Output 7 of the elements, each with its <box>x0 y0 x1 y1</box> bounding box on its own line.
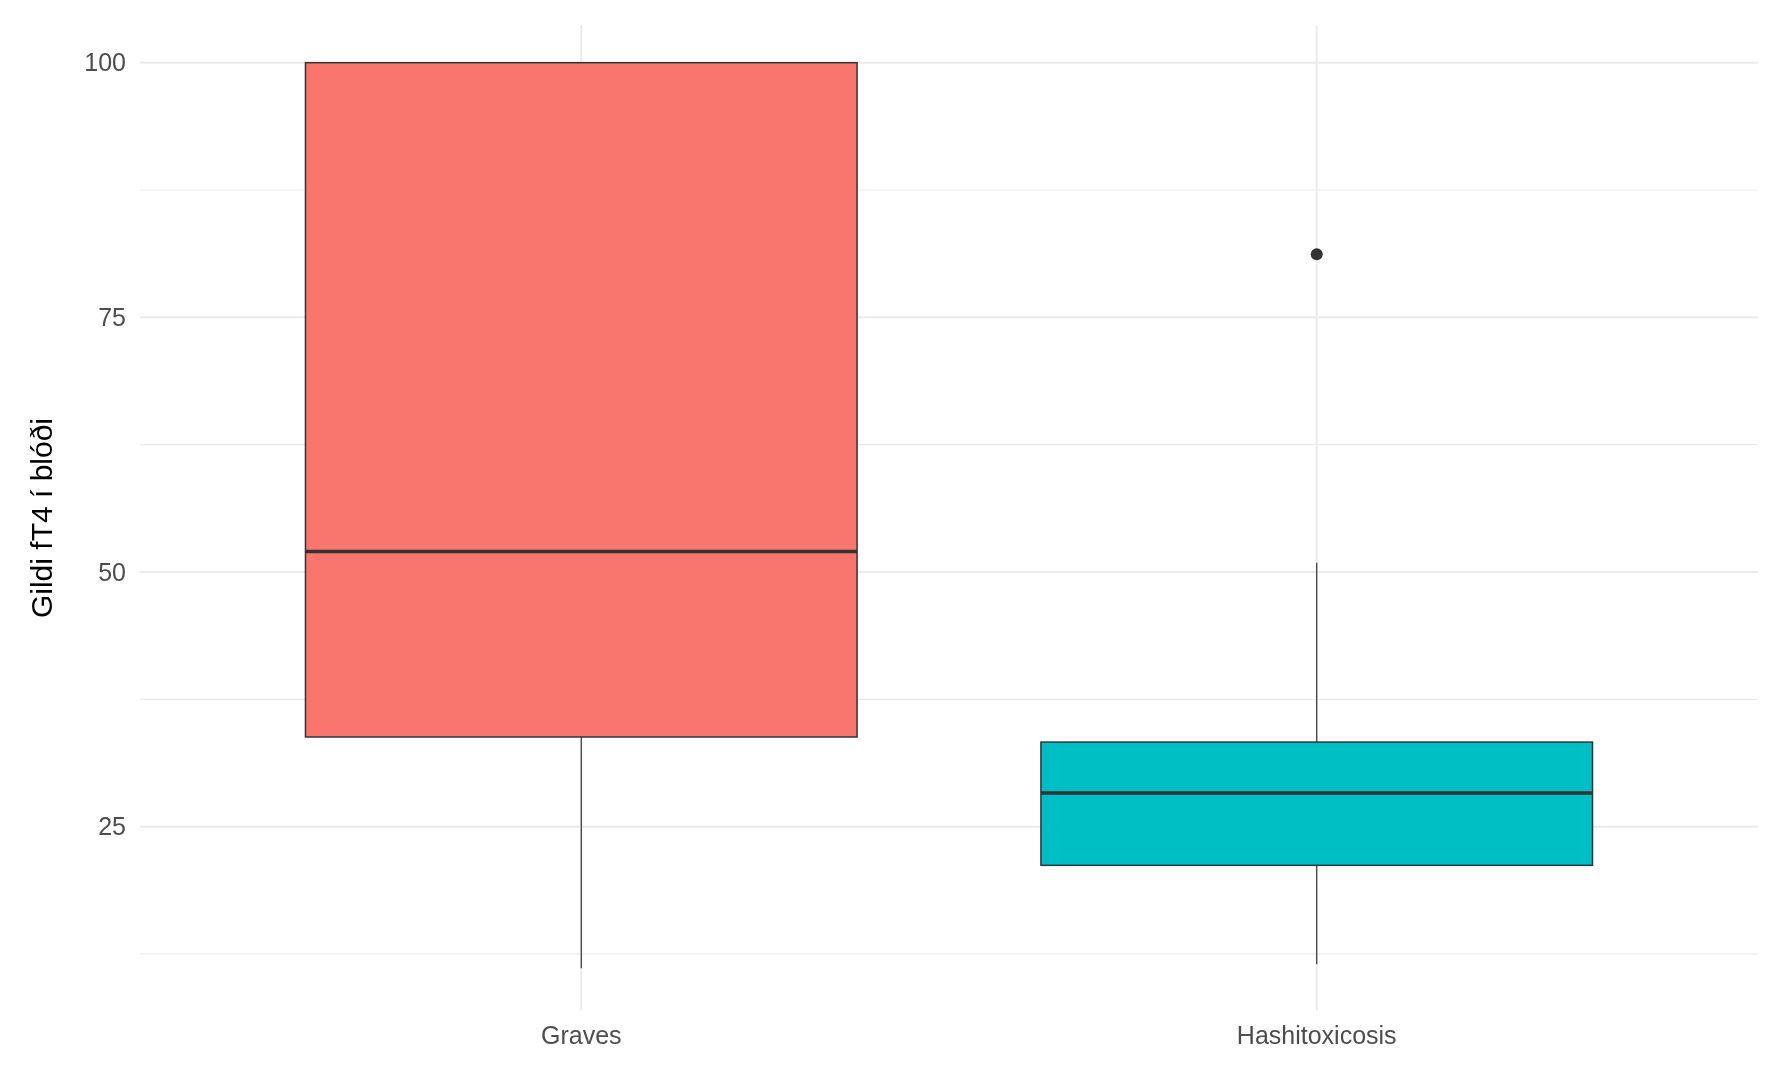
y-tick-label: 25 <box>98 812 126 841</box>
y-tick-label: 75 <box>98 303 126 332</box>
x-tick-label: Hashitoxicosis <box>1236 1021 1397 1049</box>
x-tick-label: Graves <box>540 1021 622 1049</box>
y-tick-label: 100 <box>84 48 126 77</box>
y-axis-title: Gildi fT4 í blóði <box>25 417 58 619</box>
y-tick-label: 50 <box>98 557 126 586</box>
